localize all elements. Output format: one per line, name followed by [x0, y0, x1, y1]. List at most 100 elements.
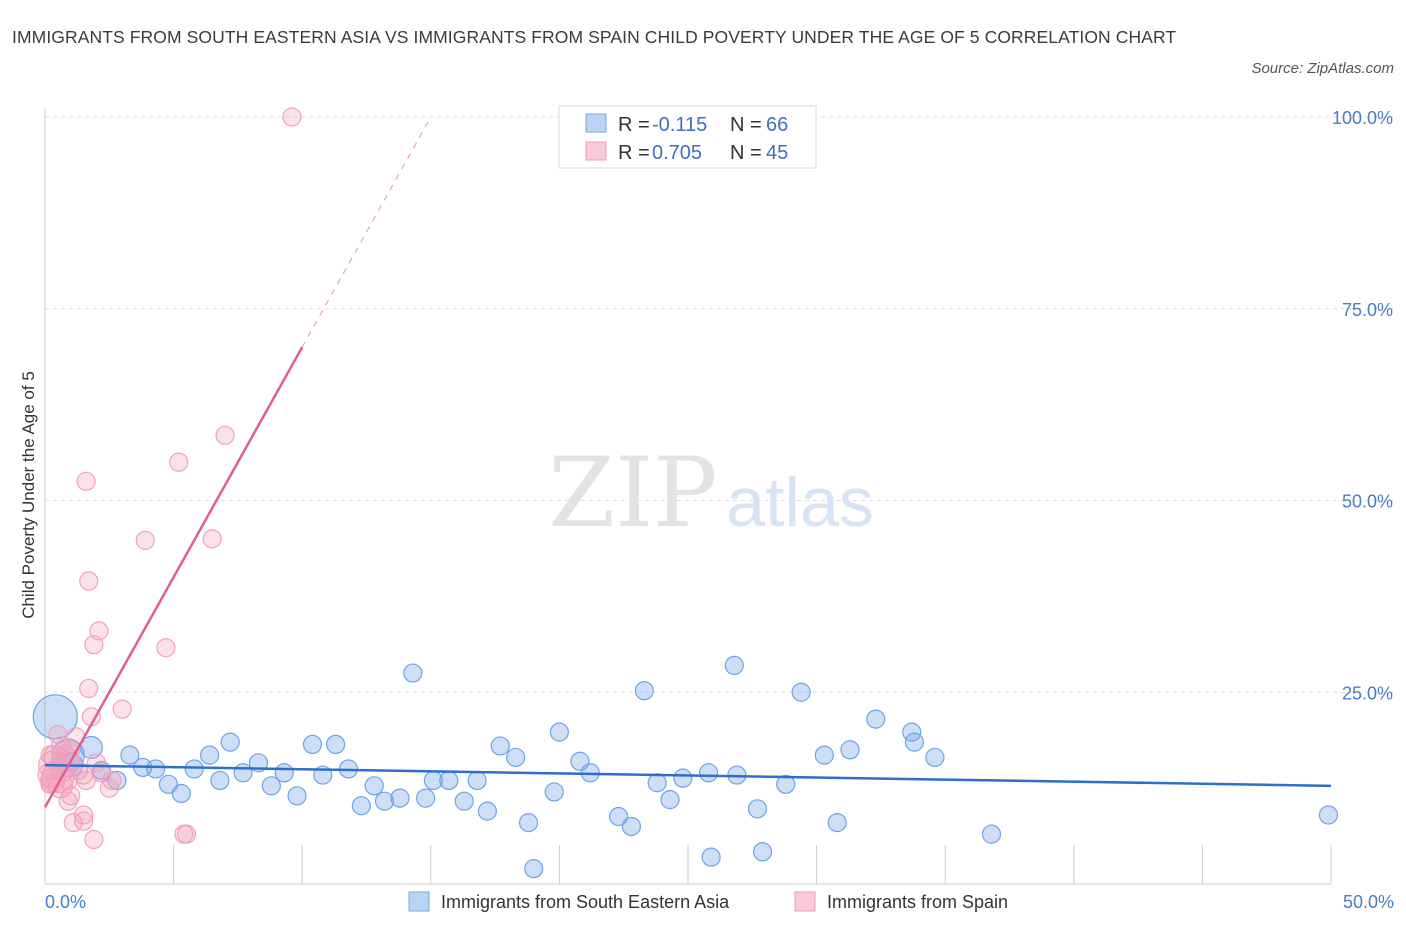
- watermark: ZIP atlas: [548, 437, 874, 549]
- point-south-eastern-asia: [79, 735, 103, 760]
- point-south-eastern-asia: [660, 790, 680, 810]
- point-south-eastern-asia: [287, 786, 307, 806]
- point-south-eastern-asia: [416, 788, 436, 808]
- point-spain: [135, 530, 155, 550]
- point-spain: [58, 791, 78, 811]
- point-spain: [176, 824, 197, 844]
- y-tick-label: 75.0%: [1342, 300, 1393, 320]
- stats-r-label-s2: R =: [618, 142, 650, 164]
- stats-r-value-s1: -0.115: [652, 114, 707, 136]
- stats-r-value-s2: 0.705: [652, 142, 702, 164]
- point-spain: [61, 786, 81, 806]
- point-spain: [112, 699, 132, 719]
- point-south-eastern-asia: [171, 783, 191, 804]
- trend-line-spain-extension: [301, 116, 432, 348]
- point-spain: [169, 452, 189, 472]
- point-south-eastern-asia: [524, 859, 544, 879]
- point-spain: [79, 571, 99, 591]
- point-spain: [215, 425, 235, 445]
- point-south-eastern-asia: [107, 770, 127, 791]
- stats-n-value-s1: 66: [766, 114, 788, 136]
- point-south-eastern-asia: [866, 709, 886, 729]
- point-south-eastern-asia: [467, 770, 487, 791]
- watermark-atlas: atlas: [726, 463, 874, 541]
- point-south-eastern-asia: [814, 745, 834, 765]
- series-legend: Immigrants from South Eastern Asia Immig…: [408, 891, 1008, 912]
- point-south-eastern-asia: [364, 776, 384, 796]
- stats-swatch-s1: [585, 113, 607, 133]
- point-south-eastern-asia: [840, 740, 860, 760]
- legend-label-south-eastern-asia: Immigrants from South Eastern Asia: [441, 892, 730, 912]
- legend-swatch-spain: [794, 891, 816, 912]
- legend-swatch-south-eastern-asia: [408, 891, 430, 912]
- point-spain: [73, 811, 94, 831]
- point-south-eastern-asia: [673, 768, 693, 788]
- trend-line-south-eastern-asia: [44, 763, 1332, 788]
- point-south-eastern-asia: [120, 745, 140, 765]
- stats-legend: R = -0.115 N = 66 R = 0.705 N = 45: [558, 105, 817, 169]
- point-south-eastern-asia: [490, 736, 510, 756]
- stats-r-label-s1: R =: [618, 114, 650, 136]
- y-tick-label: 100.0%: [1332, 108, 1393, 128]
- stats-swatch-s2: [585, 141, 607, 161]
- stats-n-label-s2: N =: [730, 142, 762, 164]
- point-south-eastern-asia: [634, 681, 654, 701]
- point-spain: [102, 770, 122, 791]
- watermark-zip: ZIP: [548, 437, 717, 549]
- point-south-eastern-asia: [200, 745, 220, 765]
- point-south-eastern-asia: [981, 824, 1002, 844]
- point-south-eastern-asia: [621, 816, 642, 837]
- grid-lines: [45, 116, 1394, 693]
- legend-label-spain: Immigrants from Spain: [827, 892, 1008, 912]
- series-spain-points: [37, 107, 302, 850]
- point-south-eastern-asia: [403, 663, 423, 683]
- point-spain: [73, 805, 94, 825]
- trend-lines: [43, 116, 1332, 808]
- point-south-eastern-asia: [776, 774, 796, 794]
- point-spain: [76, 471, 96, 491]
- point-south-eastern-asia: [698, 763, 719, 783]
- point-south-eastern-asia: [1318, 805, 1339, 825]
- series-south-eastern-asia-points: [32, 655, 1339, 879]
- point-south-eastern-asia: [747, 799, 768, 819]
- point-spain: [63, 813, 83, 833]
- point-south-eastern-asia: [374, 791, 395, 811]
- point-south-eastern-asia: [904, 732, 924, 752]
- point-south-eastern-asia: [274, 763, 294, 783]
- point-south-eastern-asia: [351, 796, 371, 816]
- x-tick-label-min: 0.0%: [45, 892, 86, 912]
- y-tick-label: 50.0%: [1342, 492, 1393, 512]
- point-south-eastern-asia: [647, 773, 667, 793]
- point-south-eastern-asia: [506, 747, 526, 768]
- point-south-eastern-asia: [925, 747, 945, 768]
- point-south-eastern-asia: [210, 770, 230, 791]
- point-spain: [84, 829, 104, 850]
- y-axis-title: Child Poverty Under the Age of 5: [19, 371, 38, 619]
- point-south-eastern-asia: [608, 806, 629, 827]
- point-spain: [282, 107, 302, 127]
- point-south-eastern-asia: [752, 842, 773, 862]
- point-spain: [84, 635, 104, 655]
- point-south-eastern-asia: [549, 722, 570, 742]
- point-south-eastern-asia: [477, 801, 497, 821]
- point-south-eastern-asia: [326, 734, 346, 755]
- chart-title: IMMIGRANTS FROM SOUTH EASTERN ASIA VS IM…: [12, 27, 1177, 47]
- x-tick-label-max: 50.0%: [1343, 892, 1394, 912]
- point-south-eastern-asia: [233, 763, 253, 783]
- point-south-eastern-asia: [390, 788, 410, 808]
- point-south-eastern-asia: [439, 770, 459, 791]
- point-spain: [202, 529, 222, 549]
- point-south-eastern-asia: [184, 759, 204, 779]
- point-south-eastern-asia: [791, 682, 811, 702]
- point-south-eastern-asia: [220, 732, 240, 752]
- point-south-eastern-asia: [701, 847, 721, 867]
- stats-n-value-s2: 45: [766, 142, 788, 164]
- point-south-eastern-asia: [518, 813, 539, 833]
- stats-n-label-s1: N =: [730, 114, 762, 136]
- trend-line-spain: [43, 346, 304, 808]
- point-south-eastern-asia: [454, 791, 474, 811]
- point-spain: [99, 778, 119, 798]
- point-spain: [79, 678, 99, 699]
- x-ticks: [44, 845, 1332, 884]
